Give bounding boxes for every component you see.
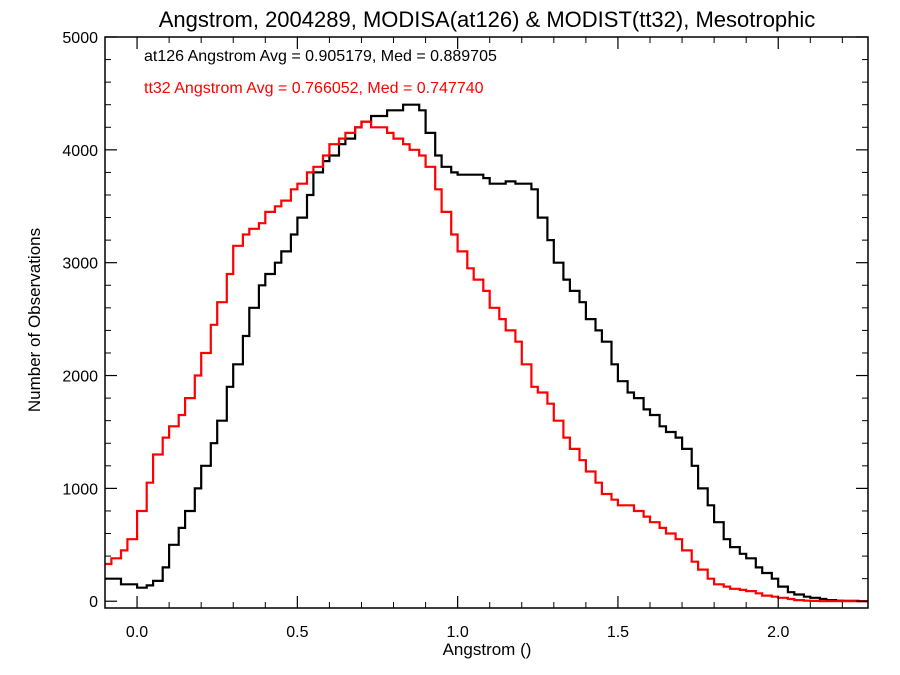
x-tick-label: 0.0	[126, 624, 148, 641]
y-tick-label: 4000	[62, 143, 98, 160]
series-line-0	[105, 103, 868, 603]
plot-frame	[104, 36, 869, 609]
ticks-layer: 0.0 0.5 1.0 1.5 2.0 0 1000 2000 3000 4000 5000	[62, 30, 868, 641]
x-axis-label: Angstrom ()	[443, 640, 532, 659]
y-tick-label: 0	[89, 594, 98, 611]
y-axis-label: Number of Observations	[25, 228, 44, 412]
x-tick-label: 1.0	[447, 624, 469, 641]
y-tick-label: 1000	[62, 481, 98, 498]
series-line-1	[105, 120, 868, 603]
annotation-at126: at126 Angstrom Avg = 0.905179, Med = 0.8…	[144, 48, 497, 65]
y-tick-label: 5000	[62, 30, 98, 47]
y-tick-label: 3000	[62, 256, 98, 273]
annotation-tt32: tt32 Angstrom Avg = 0.766052, Med = 0.74…	[144, 80, 484, 97]
x-tick-label: 2.0	[767, 624, 789, 641]
y-tick-label: 2000	[62, 369, 98, 386]
series-layer	[105, 103, 868, 603]
chart-title: Angstrom, 2004289, MODISA(at126) & MODIS…	[159, 7, 816, 32]
x-tick-label: 1.5	[607, 624, 629, 641]
x-tick-label: 0.5	[286, 624, 308, 641]
